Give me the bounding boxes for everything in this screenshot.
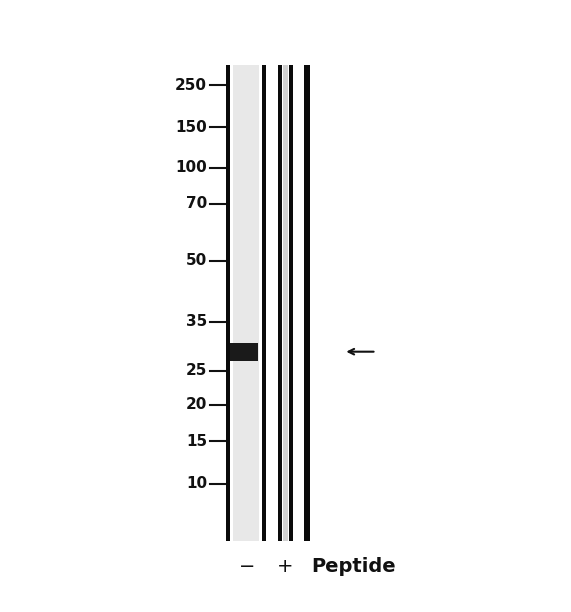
Bar xyxy=(304,65,310,540)
Bar xyxy=(278,65,282,540)
Bar xyxy=(226,65,230,540)
Bar xyxy=(283,65,288,540)
Text: Peptide: Peptide xyxy=(311,558,396,577)
Text: 10: 10 xyxy=(186,476,207,491)
Text: 20: 20 xyxy=(186,397,207,412)
Text: 25: 25 xyxy=(186,363,207,378)
Text: 50: 50 xyxy=(186,253,207,269)
Text: 100: 100 xyxy=(175,160,207,175)
Bar xyxy=(262,65,266,540)
Text: +: + xyxy=(278,558,293,577)
Text: 150: 150 xyxy=(175,120,207,135)
Bar xyxy=(230,343,258,361)
Bar xyxy=(289,65,293,540)
Text: 35: 35 xyxy=(186,315,207,329)
Text: 15: 15 xyxy=(186,434,207,449)
Text: 250: 250 xyxy=(175,78,207,93)
Bar xyxy=(232,65,259,540)
Text: −: − xyxy=(239,558,255,577)
Text: 70: 70 xyxy=(186,196,207,211)
